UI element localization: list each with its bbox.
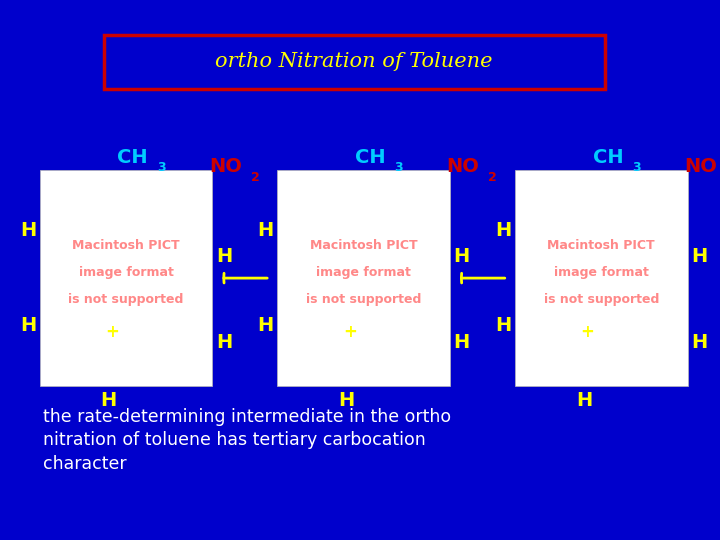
Text: NO: NO <box>684 157 717 176</box>
Text: H: H <box>257 221 274 240</box>
Text: H: H <box>19 316 36 335</box>
Text: H: H <box>19 221 36 240</box>
Text: ortho Nitration of Toluene: ortho Nitration of Toluene <box>215 51 493 71</box>
Text: H: H <box>495 316 511 335</box>
Text: 3: 3 <box>157 161 166 174</box>
Text: the rate-determining intermediate in the ortho
nitration of toluene has tertiary: the rate-determining intermediate in the… <box>43 408 451 473</box>
Text: Macintosh PICT: Macintosh PICT <box>72 239 180 252</box>
Text: +: + <box>343 323 356 341</box>
Text: H: H <box>216 247 233 266</box>
Text: H: H <box>691 333 708 353</box>
Text: 2: 2 <box>251 171 259 184</box>
Text: CH: CH <box>355 148 386 167</box>
Text: NO: NO <box>209 157 242 176</box>
Text: +: + <box>580 323 594 341</box>
Text: H: H <box>101 392 117 410</box>
Text: H: H <box>576 392 592 410</box>
Text: image format: image format <box>316 266 411 279</box>
Bar <box>104 35 605 89</box>
Text: is not supported: is not supported <box>68 293 184 306</box>
Text: CH: CH <box>117 148 148 167</box>
Text: is not supported: is not supported <box>544 293 659 306</box>
Text: H: H <box>216 333 233 353</box>
Text: H: H <box>338 392 354 410</box>
Text: +: + <box>105 323 119 341</box>
Text: CH: CH <box>593 148 624 167</box>
Text: 2: 2 <box>488 171 497 184</box>
Text: H: H <box>454 247 470 266</box>
Text: H: H <box>257 316 274 335</box>
Text: 3: 3 <box>395 161 403 174</box>
Bar <box>277 170 450 386</box>
Text: Macintosh PICT: Macintosh PICT <box>310 239 418 252</box>
Text: 3: 3 <box>632 161 641 174</box>
Text: is not supported: is not supported <box>306 293 421 306</box>
Text: H: H <box>691 247 708 266</box>
Text: image format: image format <box>78 266 174 279</box>
Text: Macintosh PICT: Macintosh PICT <box>547 239 655 252</box>
Text: image format: image format <box>554 266 649 279</box>
Text: H: H <box>454 333 470 353</box>
Bar <box>515 170 688 386</box>
Text: H: H <box>495 221 511 240</box>
Text: NO: NO <box>446 157 480 176</box>
Bar <box>40 170 212 386</box>
